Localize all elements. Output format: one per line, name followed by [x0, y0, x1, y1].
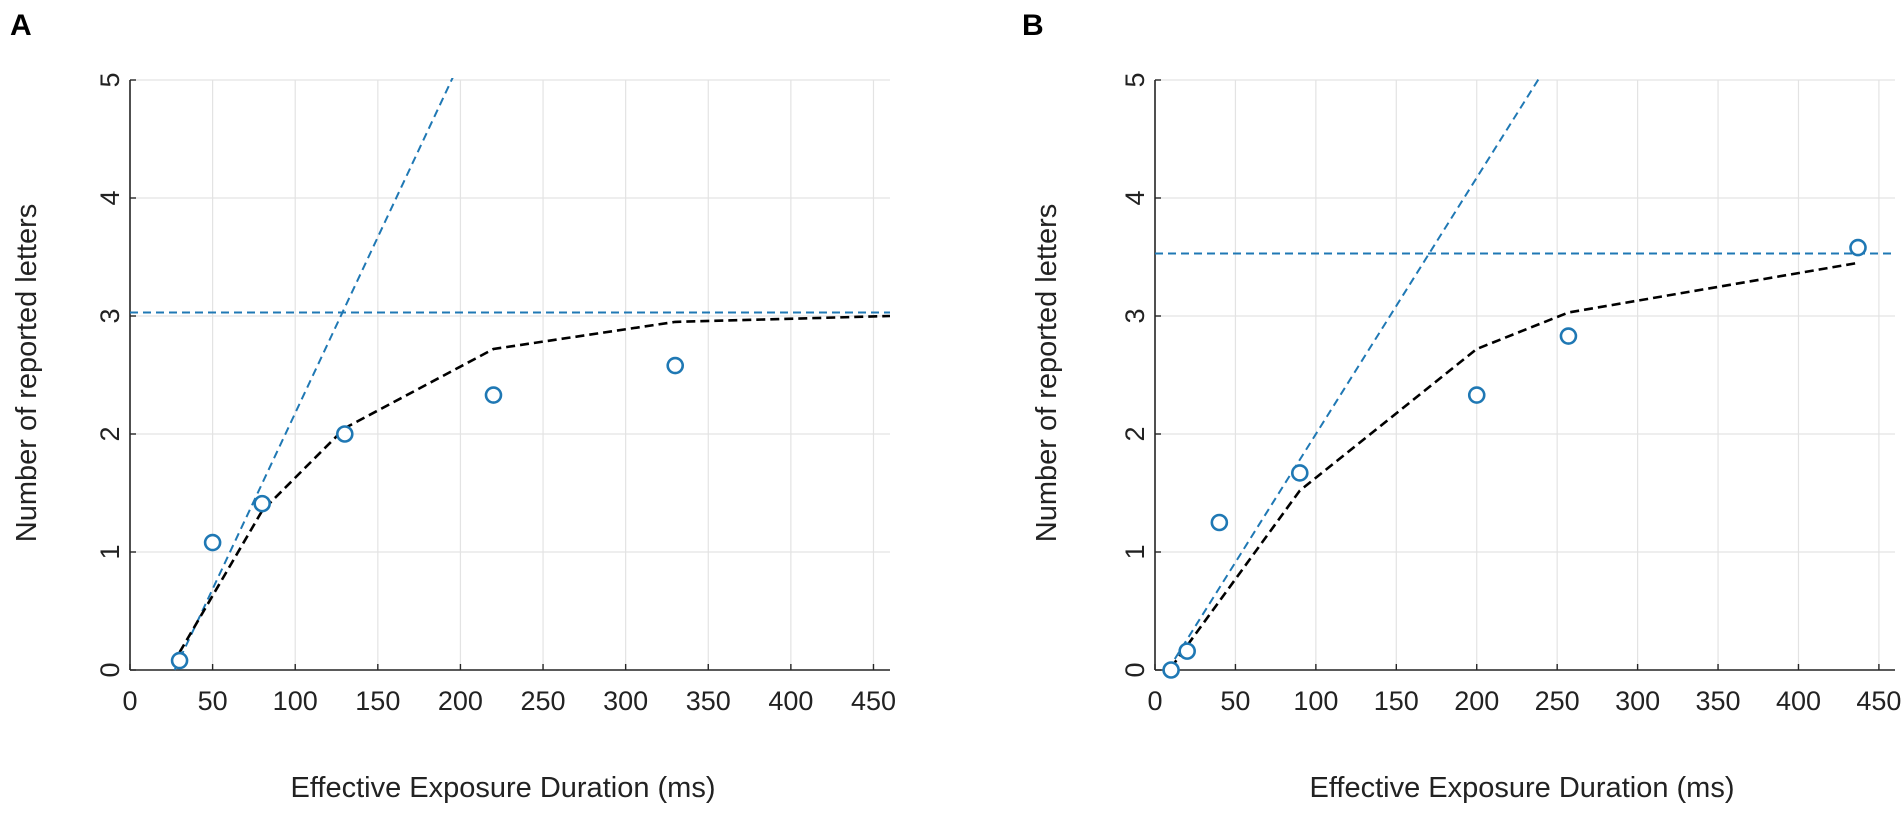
y-tick-label: 3	[1120, 308, 1150, 323]
x-tick-label: 400	[768, 686, 813, 716]
y-tick-label: 1	[1120, 544, 1150, 559]
data-point	[1467, 386, 1486, 404]
y-tick-label: 4	[95, 190, 125, 205]
fit-line	[1170, 261, 1859, 669]
x-tick-label: 250	[521, 686, 566, 716]
markers	[170, 356, 685, 670]
y-axis-title: Number of reported letters	[11, 204, 43, 542]
x-axis-title: Effective Exposure Duration (ms)	[291, 772, 716, 804]
y-tick-label: 2	[1120, 426, 1150, 441]
grid	[1154, 79, 1895, 671]
ticks: 0 50 100 150 200 250 300 350 400 450 0 1 2 3 4 5	[1120, 72, 1901, 716]
ticks: 0 50 100 150 200 250 300 350 400 450 0 1 2 3 4 5	[95, 72, 896, 716]
axes	[129, 80, 890, 671]
grid	[129, 79, 890, 671]
panel-letter: B	[1022, 9, 1044, 42]
fit-line	[178, 314, 890, 653]
lines	[130, 78, 890, 671]
data-point	[203, 533, 222, 552]
panel-a: A 0 50 100 150 200 250 300 350 400 450 0 1 2 3 4 5 Effe…	[10, 9, 896, 804]
x-tick-label: 450	[851, 686, 896, 716]
x-tick-label: 150	[1374, 686, 1419, 716]
y-tick-label: 2	[95, 426, 125, 441]
data-point	[666, 356, 685, 375]
y-tick-label: 3	[95, 308, 125, 323]
data-point	[1559, 327, 1578, 345]
markers	[1162, 238, 1867, 679]
data-point	[253, 494, 271, 513]
data-point	[484, 386, 503, 404]
y-tick-label: 0	[95, 662, 125, 677]
lines	[1155, 78, 1895, 671]
x-tick-label: 50	[198, 686, 228, 716]
y-tick-label: 1	[95, 544, 125, 559]
data-point	[1290, 464, 1309, 482]
x-tick-label: 200	[438, 686, 483, 716]
x-axis-title: Effective Exposure Duration (ms)	[1310, 772, 1735, 804]
y-tick-label: 5	[95, 72, 125, 87]
x-tick-label: 0	[122, 686, 137, 716]
x-tick-label: 350	[686, 686, 731, 716]
data-point	[1178, 642, 1196, 660]
panel-letter: A	[10, 9, 32, 42]
x-tick-label: 200	[1454, 686, 1499, 716]
x-tick-label: 100	[1293, 686, 1338, 716]
data-point	[1849, 238, 1867, 257]
y-tick-label: 5	[1120, 72, 1150, 87]
x-tick-label: 300	[603, 686, 648, 716]
axes	[1154, 80, 1895, 671]
y-axis-title: Number of reported letters	[1031, 204, 1063, 542]
x-tick-label: 400	[1776, 686, 1821, 716]
x-tick-label: 50	[1220, 686, 1250, 716]
y-tick-label: 0	[1120, 662, 1150, 677]
data-point	[170, 651, 189, 670]
slope-line	[1167, 78, 1541, 671]
x-tick-label: 450	[1856, 686, 1901, 716]
data-point	[1210, 513, 1229, 532]
x-tick-label: 350	[1696, 686, 1741, 716]
slope-line	[173, 78, 454, 671]
x-tick-label: 100	[273, 686, 318, 716]
x-tick-label: 0	[1147, 686, 1162, 716]
x-tick-label: 250	[1535, 686, 1580, 716]
x-tick-label: 150	[355, 686, 400, 716]
data-point	[335, 425, 354, 443]
x-tick-label: 300	[1615, 686, 1660, 716]
y-tick-label: 4	[1120, 190, 1150, 205]
panel-b: B 0 50 100 150 200 250 300 350 400 450 0 1 2 3 4 5 Effe…	[1022, 9, 1901, 804]
data-point	[1162, 661, 1180, 679]
